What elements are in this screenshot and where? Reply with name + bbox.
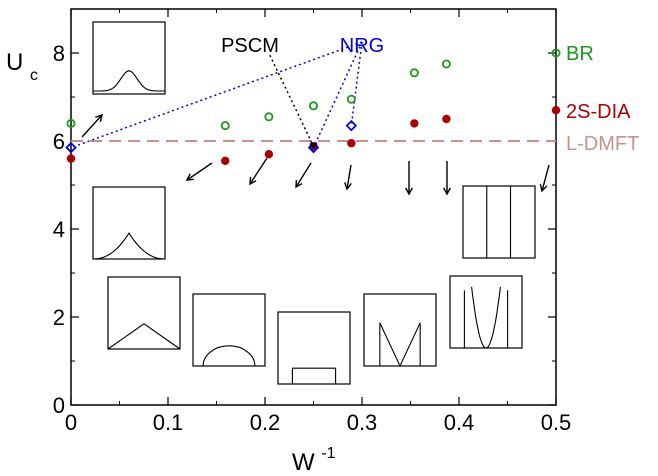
x-axis-label-sup: -1	[321, 445, 335, 462]
nrg-guide-line	[312, 41, 363, 148]
direction-arrow	[186, 162, 213, 181]
direction-arrow	[81, 114, 103, 138]
dos-inset-semicircle-dos	[192, 293, 266, 367]
x-tick-label: 0.3	[347, 410, 378, 435]
y-axis-label-main: U	[6, 49, 23, 76]
dos-inset-triangle-dos	[107, 276, 181, 350]
2s-dia-point	[442, 114, 451, 124]
inset-box	[192, 293, 266, 367]
inset-curve	[107, 323, 181, 350]
inset-box	[363, 293, 437, 367]
inset-curve	[463, 286, 509, 349]
y-tick-label: 0	[53, 393, 65, 418]
direction-arrow	[295, 162, 312, 188]
br-point	[220, 121, 230, 131]
x-tick-label: 0.2	[250, 410, 281, 435]
data-points	[65, 48, 561, 165]
inset-box	[462, 185, 536, 259]
y-tick-label: 6	[53, 129, 65, 154]
inset-curve	[364, 322, 436, 368]
annotation-guides	[70, 41, 363, 149]
series-labels: BR 2S-DIA L-DMFT PSCM NRG	[221, 35, 639, 155]
dos-inset-parabola-dos	[449, 275, 523, 349]
br-point	[346, 94, 356, 104]
direction-arrowhead	[443, 187, 451, 196]
nrg-point	[307, 141, 320, 154]
x-tick-label: 0.4	[444, 410, 475, 435]
nrg-point	[65, 141, 77, 154]
nrg-point	[345, 119, 358, 132]
dos-inset-gaussian-dos	[92, 21, 166, 95]
direction-arrows	[81, 113, 550, 196]
direction-arrowhead	[95, 113, 103, 122]
br-point	[409, 68, 419, 78]
inset-box	[449, 275, 523, 349]
2s-dia-point	[66, 154, 76, 163]
inset-curve	[486, 186, 512, 258]
y-tick-label: 8	[53, 41, 65, 66]
direction-arrowhead	[295, 179, 303, 189]
dos-inset-flat-dos	[277, 311, 351, 385]
dos-inset-triangle-peak-dos	[92, 186, 166, 260]
label-nrg: NRG	[340, 35, 384, 57]
direction-arrow	[541, 164, 550, 192]
label-l-dmft: L-DMFT	[566, 133, 639, 155]
axis-ticks: 0 0.1 0.2 0.3 0.4 0.5 0 2 4 6 8	[53, 9, 572, 435]
inset-curve	[93, 70, 165, 92]
nrg-guide-line	[350, 41, 363, 126]
nrg-guide-line	[70, 41, 363, 149]
x-axis-label-main: W	[292, 449, 315, 476]
2s-dia-point	[264, 150, 274, 159]
y-tick-label: 2	[53, 305, 65, 330]
inset-curve	[278, 367, 350, 385]
direction-arrowhead	[344, 182, 352, 191]
2s-dia-point	[551, 106, 561, 115]
2s-dia-point	[347, 139, 356, 148]
inset-box	[92, 186, 166, 260]
direction-arrowhead	[539, 184, 548, 193]
br-point	[66, 118, 76, 128]
label-br: BR	[566, 43, 594, 65]
inset-curve	[93, 232, 165, 260]
br-point	[264, 112, 274, 122]
dos-inset-v-shape-dos	[363, 293, 437, 368]
label-2s-dia: 2S-DIA	[566, 101, 631, 123]
dos-insets	[92, 21, 536, 385]
dos-inset-delta-dos	[462, 185, 536, 259]
2s-dia-point	[410, 119, 419, 128]
x-tick-label: 0.5	[541, 410, 572, 435]
y-tick-label: 4	[53, 217, 65, 242]
direction-arrow	[346, 164, 352, 190]
direction-arrow	[249, 157, 268, 185]
pscm-guide-line	[269, 54, 315, 147]
y-axis-label: U c	[6, 49, 38, 84]
direction-arrowhead	[185, 173, 195, 181]
x-axis-label: W -1	[292, 445, 336, 476]
pscm-point	[309, 143, 318, 150]
br-point	[308, 101, 318, 111]
br-point	[441, 59, 451, 69]
inset-box	[107, 276, 181, 350]
x-tick-label: 0	[65, 410, 77, 435]
y-axis-label-sub: c	[30, 67, 38, 84]
direction-arrowhead	[249, 176, 257, 186]
label-pscm: PSCM	[221, 35, 279, 57]
2s-dia-point	[221, 156, 230, 165]
inset-box	[92, 21, 166, 95]
direction-arrowhead	[405, 187, 413, 196]
inset-curve	[202, 345, 256, 367]
br-point	[551, 48, 561, 58]
x-tick-label: 0.1	[153, 410, 184, 435]
inset-box	[277, 311, 351, 385]
